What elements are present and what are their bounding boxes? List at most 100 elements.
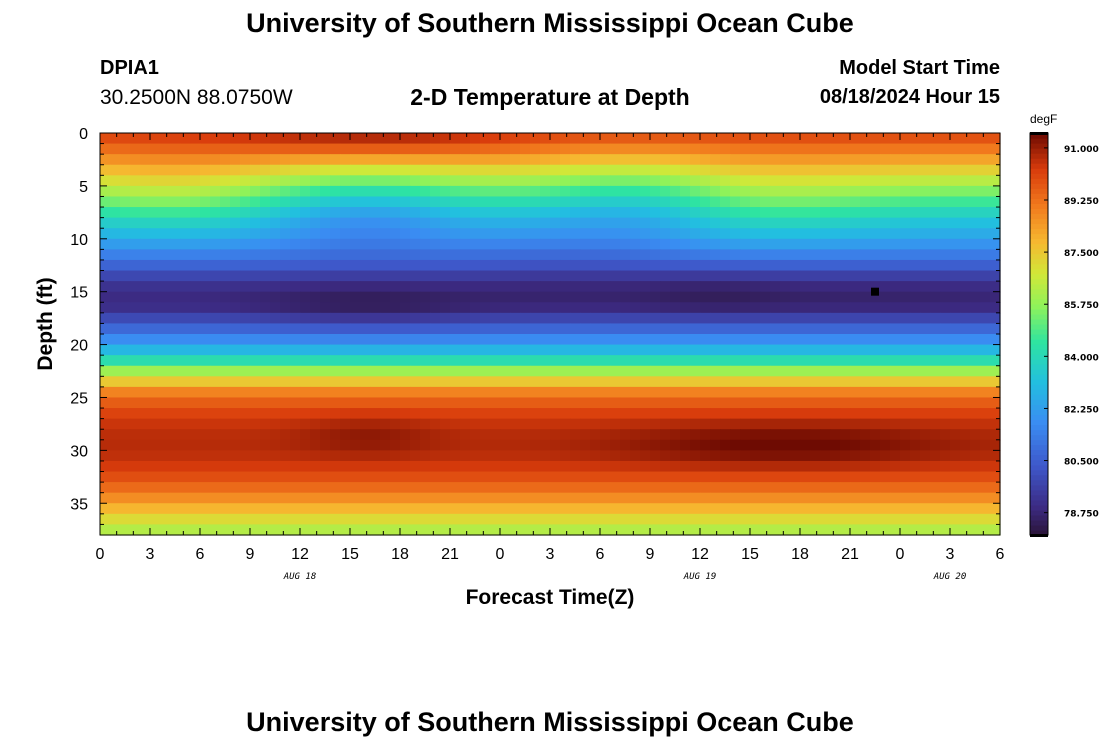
heatmap-cell: [800, 175, 811, 187]
heatmap-cell: [490, 365, 501, 377]
heatmap-cell: [900, 334, 911, 346]
heatmap-cell: [290, 133, 301, 145]
heatmap-cell: [410, 503, 421, 515]
heatmap-cell: [560, 524, 571, 536]
heatmap-cell: [240, 291, 251, 303]
heatmap-cell: [290, 312, 301, 325]
heatmap-cell: [670, 323, 681, 335]
heatmap-cell: [320, 323, 331, 335]
heatmap-cell: [110, 291, 121, 303]
heatmap-cell: [180, 386, 191, 399]
heatmap-cell: [390, 482, 401, 494]
heatmap-cell: [770, 439, 781, 451]
heatmap-cell: [120, 133, 131, 145]
heatmap-cell: [450, 471, 461, 483]
heatmap-cell: [600, 460, 611, 473]
colorbar-segment: [1030, 303, 1048, 310]
heatmap-cell: [320, 291, 331, 303]
heatmap-cell: [560, 397, 571, 409]
heatmap-cell: [260, 164, 271, 176]
heatmap-cell: [400, 344, 411, 356]
heatmap-cell: [690, 397, 701, 409]
heatmap-cell: [740, 365, 751, 377]
heatmap-cell: [140, 238, 151, 250]
heatmap-cell: [240, 207, 251, 219]
heatmap-cell: [570, 281, 581, 293]
heatmap-cell: [430, 482, 441, 494]
heatmap-cell: [870, 249, 881, 261]
heatmap-cell: [200, 513, 211, 526]
heatmap-cell: [440, 281, 451, 293]
heatmap-cell: [780, 482, 791, 494]
heatmap-cell: [630, 365, 641, 377]
heatmap-cell: [420, 259, 431, 272]
heatmap-cell: [790, 217, 801, 229]
heatmap-cell: [600, 524, 611, 536]
heatmap-cell: [190, 503, 201, 515]
heatmap-cell: [190, 164, 201, 176]
heatmap-cell: [160, 365, 171, 377]
heatmap-cell: [710, 164, 721, 176]
heatmap-cell: [620, 503, 631, 515]
heatmap-cell: [730, 302, 741, 314]
heatmap-cell: [230, 482, 241, 494]
heatmap-cell: [970, 429, 981, 441]
heatmap-cell: [610, 418, 621, 430]
heatmap-cell: [150, 482, 161, 494]
heatmap-cell: [830, 249, 841, 261]
heatmap-cell: [790, 259, 801, 272]
heatmap-cell: [780, 175, 791, 187]
heatmap-cell: [790, 376, 801, 388]
heatmap-cell: [140, 217, 151, 229]
heatmap-cell: [850, 281, 861, 293]
heatmap-cell: [240, 439, 251, 451]
heatmap-cell: [140, 482, 151, 494]
heatmap-cell: [140, 355, 151, 367]
heatmap-cell: [340, 386, 351, 399]
heatmap-cell: [350, 355, 361, 367]
heatmap-cell: [800, 196, 811, 208]
heatmap-cell: [370, 492, 381, 504]
heatmap-cell: [560, 503, 571, 515]
heatmap-cell: [240, 471, 251, 483]
heatmap-cell: [670, 334, 681, 346]
heatmap-cell: [430, 408, 441, 420]
heatmap-cell: [190, 249, 201, 261]
heatmap-cell: [410, 355, 421, 367]
heatmap-cell: [850, 492, 861, 504]
heatmap-cell: [930, 386, 941, 399]
heatmap-cell: [110, 492, 121, 504]
heatmap-cell: [730, 513, 741, 526]
heatmap-cell: [660, 418, 671, 430]
heatmap-cell: [300, 259, 311, 272]
heatmap-cell: [640, 334, 651, 346]
heatmap-cell: [240, 196, 251, 208]
heatmap-cell: [630, 471, 641, 483]
heatmap-cell: [240, 154, 251, 166]
heatmap-cell: [390, 408, 401, 420]
heatmap-cell: [950, 196, 961, 208]
heatmap-cell: [560, 355, 571, 367]
heatmap-cell: [110, 376, 121, 388]
heatmap-cell: [230, 323, 241, 335]
heatmap-cell: [720, 154, 731, 166]
heatmap-cell: [440, 207, 451, 219]
heatmap-cell: [580, 355, 591, 367]
heatmap-cell: [980, 175, 991, 187]
heatmap-cell: [870, 217, 881, 229]
heatmap-cell: [510, 312, 521, 325]
heatmap-cell: [310, 238, 321, 250]
heatmap-cell: [940, 365, 951, 377]
heatmap-cell: [310, 365, 321, 377]
heatmap-cell: [100, 439, 111, 451]
x-tick-label: 12: [291, 546, 309, 563]
heatmap-cell: [170, 365, 181, 377]
heatmap-cell: [280, 291, 291, 303]
heatmap-cell: [520, 513, 531, 526]
heatmap-cell: [440, 291, 451, 303]
heatmap-cell: [180, 450, 191, 462]
heatmap-cell: [730, 492, 741, 504]
heatmap-cell: [260, 460, 271, 473]
heatmap-cell: [160, 312, 171, 325]
heatmap-cell: [290, 164, 301, 176]
